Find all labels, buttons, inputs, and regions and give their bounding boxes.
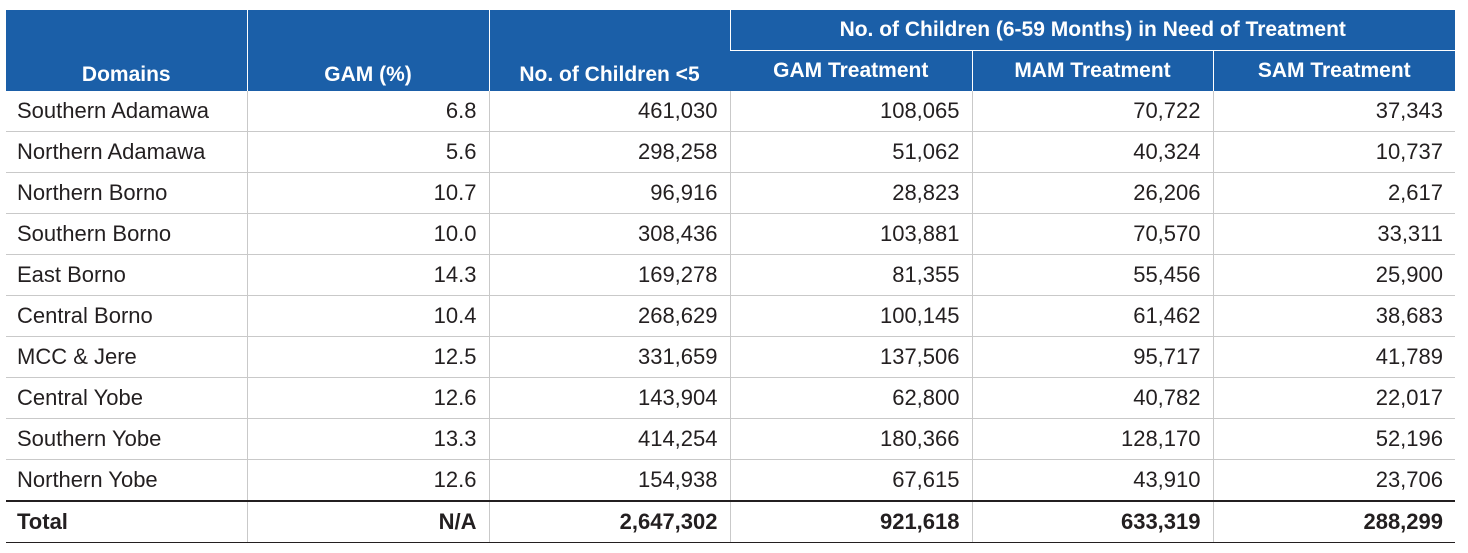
cell-domain: Southern Yobe: [6, 418, 247, 460]
cell-gam-percent: 6.8: [246, 91, 489, 132]
cell-gam-percent: 10.7: [246, 172, 489, 214]
cell-gam-percent: 5.6: [246, 131, 489, 173]
header-mam-treatment: MAM Treatment: [971, 50, 1213, 91]
cell-children-under-5: 331,659: [488, 336, 730, 378]
total-cell-sam-treatment: 288,299: [1212, 500, 1455, 543]
total-cell-domain: Total: [6, 500, 247, 543]
cell-sam-treatment: 23,706: [1212, 459, 1455, 502]
table-row: Southern Borno 10.0 308,436 103,881 70,570 33…: [6, 213, 1455, 255]
cell-mam-treatment: 70,722: [971, 91, 1213, 132]
cell-sam-treatment: 2,617: [1212, 172, 1455, 214]
cell-children-under-5: 96,916: [488, 172, 730, 214]
cell-domain: Northern Adamawa: [6, 131, 247, 173]
table-row: MCC & Jere 12.5 331,659 137,506 95,717 41,789: [6, 336, 1455, 378]
cell-children-under-5: 169,278: [488, 254, 730, 296]
header-sam-treatment: SAM Treatment: [1212, 50, 1455, 91]
cell-gam-percent: 12.5: [246, 336, 489, 378]
cell-mam-treatment: 26,206: [971, 172, 1213, 214]
cell-sam-treatment: 52,196: [1212, 418, 1455, 460]
cell-gam-treatment: 67,615: [729, 459, 972, 502]
cell-gam-treatment: 51,062: [729, 131, 972, 173]
cell-domain: Southern Borno: [6, 213, 247, 255]
table-row: Central Yobe 12.6 143,904 62,800 40,782 22,01…: [6, 377, 1455, 419]
cell-mam-treatment: 95,717: [971, 336, 1213, 378]
cell-sam-treatment: 25,900: [1212, 254, 1455, 296]
total-cell-gam-treatment: 921,618: [729, 500, 972, 543]
table-container: Domains GAM (%) No. of Children <5 No. o…: [6, 10, 1455, 543]
cell-gam-treatment: 137,506: [729, 336, 972, 378]
cell-children-under-5: 298,258: [488, 131, 730, 173]
cell-mam-treatment: 40,782: [971, 377, 1213, 419]
header-group-need-treatment: No. of Children (6-59 Months) in Need of…: [729, 10, 1455, 51]
cell-sam-treatment: 22,017: [1212, 377, 1455, 419]
cell-sam-treatment: 38,683: [1212, 295, 1455, 337]
header-children-under-5: No. of Children <5: [488, 10, 730, 91]
cell-children-under-5: 308,436: [488, 213, 730, 255]
cell-gam-treatment: 100,145: [729, 295, 972, 337]
cell-gam-percent: 14.3: [246, 254, 489, 296]
cell-gam-percent: 12.6: [246, 459, 489, 502]
cell-mam-treatment: 70,570: [971, 213, 1213, 255]
header-gam-treatment: GAM Treatment: [730, 50, 972, 91]
table-body: Southern Adamawa 6.8 461,030 108,065 70,722 3…: [6, 91, 1455, 543]
cell-gam-treatment: 28,823: [729, 172, 972, 214]
cell-gam-percent: 12.6: [246, 377, 489, 419]
malnutrition-table: Domains GAM (%) No. of Children <5 No. o…: [6, 10, 1455, 543]
cell-children-under-5: 414,254: [488, 418, 730, 460]
cell-children-under-5: 268,629: [488, 295, 730, 337]
cell-domain: Northern Borno: [6, 172, 247, 214]
table-row: Central Borno 10.4 268,629 100,145 61,462 38,…: [6, 295, 1455, 337]
cell-gam-percent: 10.4: [246, 295, 489, 337]
cell-domain: Northern Yobe: [6, 459, 247, 502]
total-cell-children-under-5: 2,647,302: [488, 500, 730, 543]
cell-domain: MCC & Jere: [6, 336, 247, 378]
cell-gam-treatment: 81,355: [729, 254, 972, 296]
cell-sam-treatment: 10,737: [1212, 131, 1455, 173]
cell-domain: Central Yobe: [6, 377, 247, 419]
cell-gam-treatment: 103,881: [729, 213, 972, 255]
table-row: Southern Yobe 13.3 414,254 180,366 128,170 52…: [6, 418, 1455, 460]
table-header: Domains GAM (%) No. of Children <5 No. o…: [6, 10, 1455, 91]
header-domains: Domains: [6, 10, 247, 91]
cell-mam-treatment: 40,324: [971, 131, 1213, 173]
table-row: East Borno 14.3 169,278 81,355 55,456 25,900: [6, 254, 1455, 296]
cell-mam-treatment: 128,170: [971, 418, 1213, 460]
cell-mam-treatment: 61,462: [971, 295, 1213, 337]
cell-gam-percent: 10.0: [246, 213, 489, 255]
cell-domain: East Borno: [6, 254, 247, 296]
table-row: Northern Yobe 12.6 154,938 67,615 43,910 23,7…: [6, 459, 1455, 502]
cell-gam-percent: 13.3: [246, 418, 489, 460]
table-row: Southern Adamawa 6.8 461,030 108,065 70,722 3…: [6, 91, 1455, 132]
cell-domain: Southern Adamawa: [6, 91, 247, 132]
total-cell-gam-percent: N/A: [246, 500, 489, 543]
cell-domain: Central Borno: [6, 295, 247, 337]
cell-sam-treatment: 41,789: [1212, 336, 1455, 378]
cell-mam-treatment: 43,910: [971, 459, 1213, 502]
cell-children-under-5: 154,938: [488, 459, 730, 502]
cell-children-under-5: 461,030: [488, 91, 730, 132]
cell-gam-treatment: 180,366: [729, 418, 972, 460]
table-row: Northern Adamawa 5.6 298,258 51,062 40,324 10…: [6, 131, 1455, 173]
cell-sam-treatment: 33,311: [1212, 213, 1455, 255]
total-cell-mam-treatment: 633,319: [971, 500, 1213, 543]
cell-gam-treatment: 108,065: [729, 91, 972, 132]
total-row: Total N/A 2,647,302 921,618 633,319 288,299: [6, 500, 1455, 543]
table-row: Northern Borno 10.7 96,916 28,823 26,206 2,61…: [6, 172, 1455, 214]
cell-children-under-5: 143,904: [488, 377, 730, 419]
cell-mam-treatment: 55,456: [971, 254, 1213, 296]
cell-gam-treatment: 62,800: [729, 377, 972, 419]
header-gam-percent: GAM (%): [246, 10, 489, 91]
cell-sam-treatment: 37,343: [1212, 91, 1455, 132]
